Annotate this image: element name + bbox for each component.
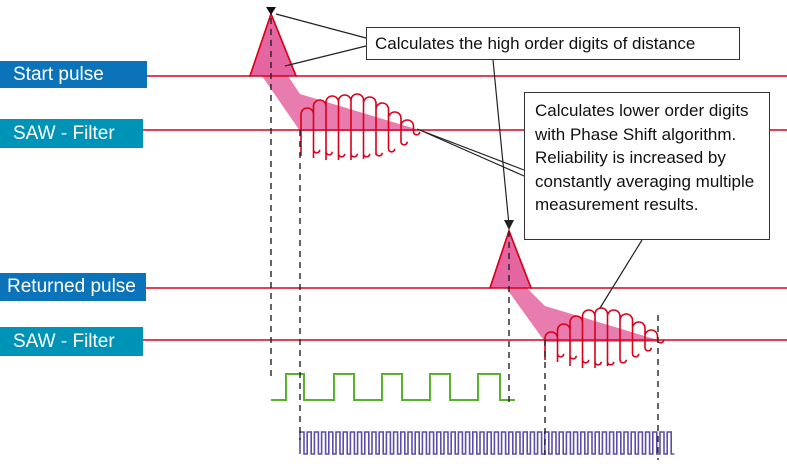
burst-top	[300, 93, 421, 160]
label-saw-filter-bottom: SAW - Filter	[13, 331, 115, 352]
callout-line: constantly averaging multiple	[535, 171, 755, 191]
label-start-pulse: Start pulse	[13, 64, 104, 85]
marker-arrow-icon	[266, 7, 276, 15]
callout-line: measurement results.	[535, 195, 699, 214]
start-pulse-fill	[248, 11, 298, 77]
arrow-icon	[504, 220, 514, 230]
callout-line: Calculates lower order digits	[535, 101, 749, 120]
label-returned-pulse: Returned pulse	[7, 276, 136, 297]
dashed-guides	[270, 18, 659, 460]
envelope-bottom	[504, 285, 658, 342]
callout-line: with Phase Shift algorithm.	[535, 124, 737, 144]
burst-bottom	[544, 307, 665, 368]
gate-wave	[271, 373, 515, 401]
callout-pointers	[275, 13, 643, 309]
label-bar-returned	[0, 273, 146, 301]
callout-high-order: Calculates the high order digits of dist…	[366, 27, 740, 60]
callout-low-order: Calculates lower order digits with Phase…	[524, 92, 770, 240]
returned-pulse-fill	[488, 228, 533, 289]
callout-line: Reliability is increased by	[535, 148, 726, 167]
label-bar-saw-top	[0, 119, 143, 148]
label-bar-start	[0, 61, 147, 88]
label-saw-filter-top: SAW - Filter	[13, 123, 115, 144]
clock-wave	[299, 431, 675, 455]
label-bar-saw-bottom	[0, 327, 143, 356]
